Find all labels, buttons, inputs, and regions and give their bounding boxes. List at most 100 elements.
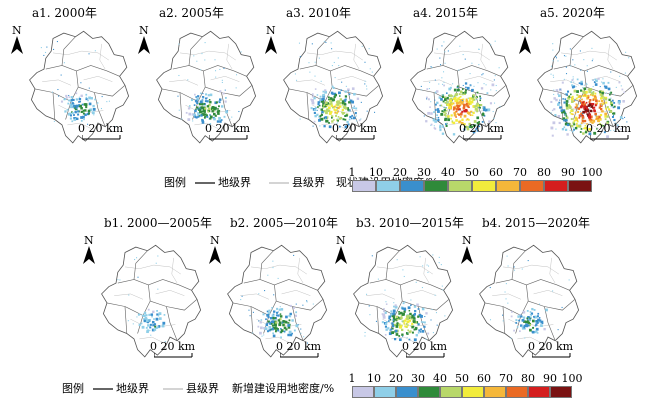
county-boundary	[376, 264, 433, 275]
density-cell	[346, 120, 349, 124]
density-cell	[73, 117, 75, 119]
density-cell	[44, 51, 47, 54]
density-cell	[218, 105, 220, 108]
density-cell	[325, 101, 328, 104]
density-cell	[317, 102, 320, 104]
density-cell	[87, 99, 89, 102]
density-tick-label: 100	[581, 166, 603, 179]
density-cell	[443, 41, 445, 43]
density-cell	[537, 315, 539, 318]
density-cell	[337, 118, 339, 120]
density-cell	[403, 275, 405, 278]
north-label: N	[12, 24, 22, 37]
density-cell	[80, 116, 83, 119]
density-cell	[405, 323, 408, 325]
legend-bottom: 图例 地级界 县级界 新增建设用地密度/% 1 10 20 30 40 50 60 70 80 9…	[0, 372, 650, 400]
scale-distance-label: 20 km	[212, 122, 251, 135]
density-cell	[521, 326, 525, 330]
density-tick-label: 90	[543, 372, 557, 385]
density-cell	[392, 309, 396, 313]
density-cell	[351, 114, 354, 117]
density-cell	[462, 91, 465, 94]
density-cell	[588, 113, 592, 116]
density-cell	[349, 115, 352, 119]
density-cell	[257, 325, 260, 328]
county-boundary	[67, 122, 91, 129]
density-cell	[552, 60, 554, 62]
density-cell	[321, 105, 324, 107]
density-cell	[485, 108, 489, 112]
density-cell	[214, 70, 217, 72]
density-cell	[361, 45, 363, 47]
density-cell	[423, 115, 425, 117]
density-cell	[473, 120, 477, 123]
density-cell	[428, 87, 430, 90]
density-cell	[284, 332, 286, 334]
density-cell	[273, 294, 275, 296]
density-cell	[430, 319, 432, 321]
density-cell	[600, 124, 603, 127]
county-boundary	[480, 43, 487, 70]
density-cell	[204, 107, 207, 110]
density-cell	[385, 328, 388, 331]
density-cell	[565, 104, 568, 107]
density-cell	[577, 107, 581, 110]
density-cell	[613, 118, 616, 122]
density-cell	[467, 88, 469, 90]
density-cell	[406, 315, 408, 317]
density-cell	[409, 312, 412, 316]
density-cell	[594, 112, 597, 116]
density-cell	[288, 330, 292, 334]
density-cell	[531, 307, 534, 311]
density-cell	[468, 122, 471, 126]
density-cell	[591, 91, 593, 93]
panel-title: a1. 2000年	[32, 6, 97, 20]
density-cell	[352, 107, 354, 109]
density-cell	[433, 111, 436, 114]
density-cell	[587, 95, 589, 97]
density-cell	[283, 330, 286, 333]
density-cell	[213, 117, 216, 121]
density-cell	[560, 106, 563, 109]
density-cell	[411, 314, 414, 318]
density-cell	[155, 317, 159, 321]
density-cell	[273, 326, 276, 330]
north-arrow-icon: N	[460, 234, 474, 264]
density-cell	[601, 91, 604, 95]
density-cell	[465, 100, 469, 103]
density-cell	[194, 99, 198, 103]
density-cell	[457, 85, 459, 88]
density-cell	[332, 119, 335, 121]
density-cell	[470, 110, 473, 114]
density-cell	[576, 78, 579, 81]
density-cell	[345, 114, 348, 117]
county-boundary	[296, 79, 326, 86]
density-cell	[451, 120, 454, 123]
density-cell	[461, 98, 464, 101]
density-cell	[200, 110, 203, 113]
density-cell	[391, 327, 394, 330]
county-boundary	[433, 50, 490, 61]
density-cell	[473, 105, 477, 108]
density-cell	[325, 108, 329, 112]
density-cell	[395, 317, 399, 321]
density-cell	[474, 107, 478, 111]
density-cell	[328, 121, 330, 124]
density-cell	[351, 87, 355, 90]
density-cell	[195, 108, 197, 111]
density-cell	[592, 119, 596, 123]
density-cell	[385, 301, 387, 303]
density-cell	[580, 123, 582, 125]
density-cell	[60, 74, 62, 76]
density-cell	[502, 314, 504, 316]
density-cell	[318, 57, 320, 59]
density-cell	[468, 100, 472, 103]
county-boundary	[492, 293, 522, 300]
density-cell	[559, 88, 561, 90]
density-cell	[43, 54, 45, 56]
density-cell	[593, 106, 596, 109]
density-cell	[449, 103, 452, 107]
density-cell	[594, 92, 597, 95]
density-cell	[566, 90, 570, 93]
density-cell	[327, 106, 331, 110]
